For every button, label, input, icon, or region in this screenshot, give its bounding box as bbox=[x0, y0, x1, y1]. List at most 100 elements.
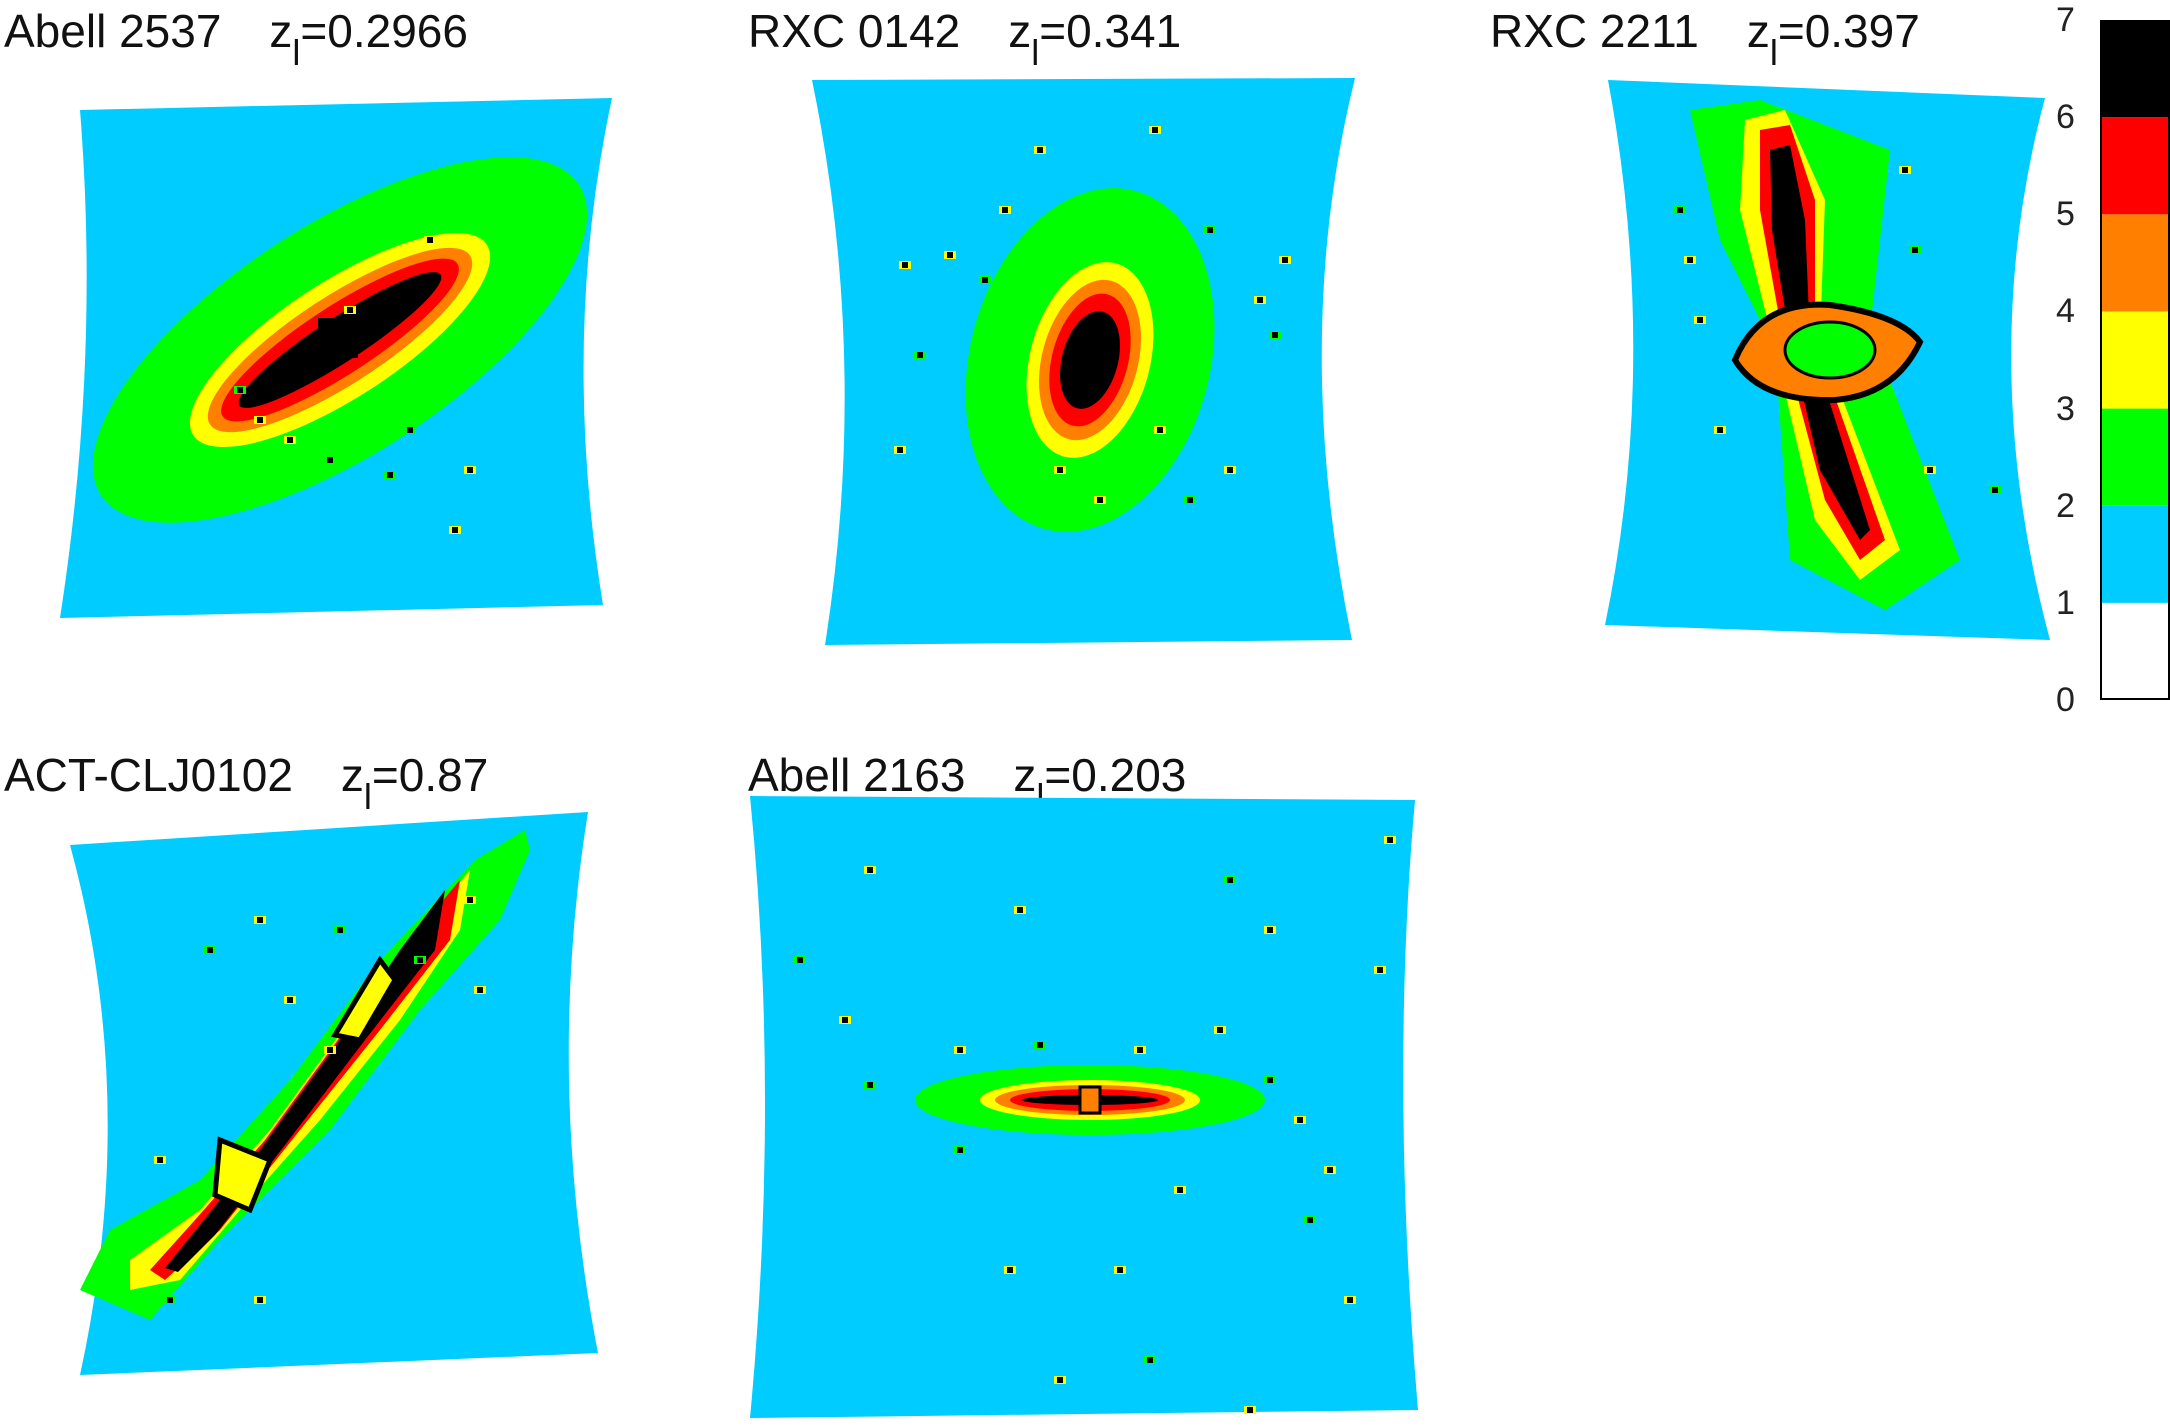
galaxy-speck bbox=[1004, 1266, 1016, 1274]
galaxy-speck bbox=[384, 471, 396, 479]
colorbar-tick-label: 0 bbox=[2056, 681, 2075, 719]
galaxy-speck bbox=[1144, 1356, 1156, 1364]
panel-title-abell-2537: Abell 2537 zl=0.2966 bbox=[4, 5, 468, 73]
cluster-name: RXC 2211 bbox=[1490, 5, 1699, 57]
field-region bbox=[60, 98, 612, 618]
galaxy-speck bbox=[1269, 331, 1281, 339]
panel-title-rxc-0142: RXC 0142 zl=0.341 bbox=[748, 5, 1181, 71]
galaxy-speck bbox=[864, 866, 876, 874]
galaxy-speck bbox=[1204, 226, 1216, 234]
colorbar-frame bbox=[2100, 20, 2170, 700]
colorbar-level-4-5 bbox=[2101, 214, 2169, 312]
contour-level-5 bbox=[221, 258, 459, 422]
galaxy-speck bbox=[344, 306, 356, 314]
panel-title-act-clj0102: ACT-CLJ0102 zl=0.87 bbox=[4, 752, 488, 815]
cluster-name: RXC 0142 bbox=[748, 5, 961, 57]
field-region bbox=[812, 78, 1355, 645]
colorbar-level-3-4 bbox=[2101, 311, 2169, 409]
galaxy-speck bbox=[1899, 166, 1911, 174]
colorbar bbox=[2100, 20, 2170, 700]
galaxy-speck bbox=[1684, 256, 1696, 264]
galaxy-speck bbox=[864, 1081, 876, 1089]
galaxy-speck bbox=[899, 261, 911, 269]
galaxy-speck bbox=[1264, 926, 1276, 934]
galaxy-speck bbox=[1294, 1116, 1306, 1124]
galaxy-speck bbox=[1989, 486, 2001, 494]
galaxy-speck bbox=[204, 946, 216, 954]
galaxy-speck bbox=[234, 386, 246, 394]
panel-title-abell-2163: Abell 2163 zl=0.203 bbox=[748, 749, 1187, 817]
galaxy-speck bbox=[1134, 1046, 1146, 1054]
central-core bbox=[318, 318, 358, 358]
field-region bbox=[70, 812, 598, 1375]
critical-curve bbox=[1731, 301, 1924, 404]
galaxy-speck bbox=[1054, 466, 1066, 474]
colorbar-tick-label: 1 bbox=[2056, 583, 2075, 622]
galaxy-speck bbox=[164, 1296, 176, 1304]
colorbar-level-5-6 bbox=[2101, 117, 2169, 215]
field-region bbox=[1605, 80, 2050, 640]
galaxy-speck bbox=[1214, 1026, 1226, 1034]
contour-level-6 bbox=[1022, 1095, 1158, 1105]
galaxy-speck bbox=[914, 351, 926, 359]
galaxy-speck bbox=[1114, 1266, 1126, 1274]
galaxy-speck bbox=[474, 986, 486, 994]
galaxy-speck bbox=[1014, 906, 1026, 914]
redshift-label: zl=0.2966 bbox=[269, 5, 468, 73]
contour-level-2 bbox=[965, 188, 1215, 532]
galaxy-speck bbox=[894, 446, 906, 454]
redshift-label: zl=0.203 bbox=[1013, 749, 1187, 817]
contour-level-3 bbox=[189, 232, 491, 448]
galaxy-speck bbox=[464, 466, 476, 474]
panel-title-rxc-2211: RXC 2211 zl=0.397 bbox=[1490, 5, 1920, 71]
galaxy-speck bbox=[1694, 316, 1706, 324]
galaxy-speck bbox=[1279, 256, 1291, 264]
colorbar-tick-label: 5 bbox=[2056, 195, 2075, 234]
galaxy-speck bbox=[284, 996, 296, 1004]
colorbar-tick-label: 6 bbox=[2056, 98, 2075, 137]
galaxy-speck bbox=[324, 456, 336, 464]
galaxy-speck bbox=[1034, 1041, 1046, 1049]
cluster-name: Abell 2163 bbox=[748, 749, 966, 801]
galaxy-speck bbox=[254, 416, 266, 424]
contour-level-5 bbox=[1760, 125, 1885, 560]
colorbar-level-6-7 bbox=[2101, 20, 2169, 118]
contour-level-5 bbox=[150, 880, 460, 1280]
galaxy-speck bbox=[1154, 426, 1166, 434]
galaxy-speck bbox=[1224, 876, 1236, 884]
galaxy-speck bbox=[1324, 1166, 1336, 1174]
galaxy-speck bbox=[839, 1016, 851, 1024]
galaxy-speck bbox=[1149, 126, 1161, 134]
galaxy-speck bbox=[404, 426, 416, 434]
contour-level-6 bbox=[1060, 311, 1120, 409]
galaxy-speck bbox=[979, 276, 991, 284]
galaxy-speck bbox=[1244, 1406, 1256, 1414]
galaxy-speck bbox=[1034, 146, 1046, 154]
galaxy-speck bbox=[1924, 466, 1936, 474]
cluster-name: Abell 2537 bbox=[4, 5, 222, 57]
galaxy-speck bbox=[284, 436, 296, 444]
galaxy-speck bbox=[1374, 966, 1386, 974]
galaxy-speck bbox=[1174, 1186, 1186, 1194]
contour-level-6 bbox=[1770, 145, 1870, 540]
colorbar-level-1-2 bbox=[2101, 505, 2169, 603]
galaxy-speck bbox=[1304, 1216, 1316, 1224]
galaxy-speck bbox=[1264, 1076, 1276, 1084]
galaxy-speck bbox=[794, 956, 806, 964]
colorbar-level-0-1 bbox=[2101, 602, 2169, 700]
galaxy-speck bbox=[1254, 296, 1266, 304]
galaxy-speck bbox=[944, 251, 956, 259]
galaxy-speck bbox=[1384, 836, 1396, 844]
contour-level-6 bbox=[238, 272, 442, 408]
central-core bbox=[1078, 1085, 1102, 1115]
contour-level-2 bbox=[92, 157, 588, 523]
galaxy-speck bbox=[324, 1046, 336, 1054]
contour-level-5 bbox=[1010, 1089, 1170, 1111]
galaxy-speck bbox=[1054, 1376, 1066, 1384]
galaxy-speck bbox=[999, 206, 1011, 214]
